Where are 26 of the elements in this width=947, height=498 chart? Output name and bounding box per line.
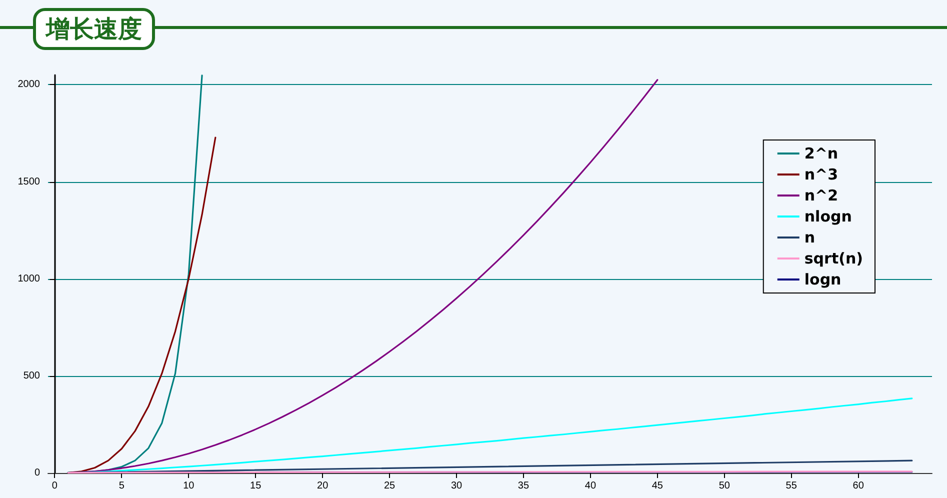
y-tick-label: 1500: [18, 176, 40, 188]
x-tick-label: 5: [118, 480, 125, 492]
x-tick-label: 45: [652, 480, 664, 492]
x-tick-label: 60: [852, 480, 864, 492]
y-tick-label: 0: [34, 468, 40, 478]
x-tick-label: 35: [518, 480, 530, 492]
x-tick-label: 55: [786, 480, 798, 492]
x-tick-label: 25: [384, 480, 396, 492]
x-tick-label: 20: [317, 480, 329, 492]
x-tick-label: 10: [183, 480, 195, 492]
legend-label: logn: [804, 270, 842, 288]
legend-label: n^2: [804, 186, 838, 204]
legend-label: sqrt(n): [804, 250, 863, 268]
y-tick-label: 1000: [18, 273, 40, 284]
y-tick-label: 500: [23, 370, 40, 382]
legend-label: nlogn: [804, 208, 852, 226]
x-tick-label: 50: [718, 480, 730, 492]
legend-label: n^3: [804, 166, 838, 184]
x-tick-label: 30: [450, 480, 463, 492]
chart-title: 增长速度: [33, 8, 155, 50]
legend-label: n: [804, 228, 816, 246]
y-tick-label: 2000: [18, 79, 40, 90]
x-tick-label: 40: [584, 480, 596, 492]
legend-label: 2^n: [804, 144, 838, 162]
x-tick-label: 15: [250, 480, 262, 492]
x-tick-label: 0: [52, 480, 58, 492]
